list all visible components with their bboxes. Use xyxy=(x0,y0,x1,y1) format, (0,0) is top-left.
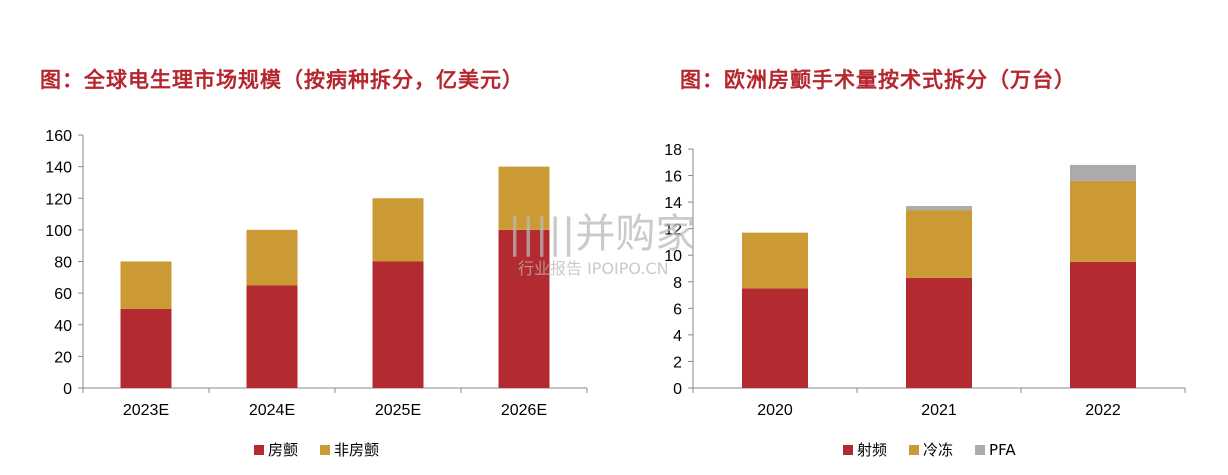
x-tick-label: 2023E xyxy=(123,402,169,419)
y-tick-label: 0 xyxy=(673,381,682,398)
bar-射频-2022 xyxy=(1070,261,1136,388)
y-tick-label: 4 xyxy=(673,328,682,345)
bar-房颤-2024E xyxy=(246,285,298,388)
y-tick-label: 100 xyxy=(45,223,72,240)
legend-swatch-冷冻 xyxy=(909,445,920,455)
x-tick-label: 2022 xyxy=(1085,402,1121,419)
bar-PFA-2021 xyxy=(906,206,972,211)
bar-非房颤-2025E xyxy=(372,198,424,262)
legend-swatch-PFA xyxy=(975,445,986,455)
legend-swatch-射频 xyxy=(843,445,853,455)
y-tick-label: 12 xyxy=(664,222,682,239)
x-tick-label: 2024E xyxy=(249,402,295,419)
x-tick-label: 2021 xyxy=(921,402,957,419)
chart-title-left: 图：全球电生理市场规模（按病种拆分，亿美元） xyxy=(40,67,524,92)
bar-射频-2020 xyxy=(742,288,808,388)
bar-冷冻-2020 xyxy=(742,232,808,289)
y-tick-label: 8 xyxy=(673,275,682,292)
chart-right: 0 2 4 6 8 10 12 14 16 18 2020 2021 2022 射频 冷冻 PFA xyxy=(664,142,1186,459)
bar-非房颤-2023E xyxy=(120,261,172,309)
bar-PFA-2022 xyxy=(1070,164,1136,181)
y-tick-label: 160 xyxy=(45,128,72,145)
legend-label-房颤: 房颤 xyxy=(268,441,298,459)
chart-left: 0 20 40 60 80 100 120 140 160 2023E 2024E 2025E 2026… xyxy=(45,128,588,459)
y-tick-label: 20 xyxy=(54,349,72,366)
y-tick-label: 2 xyxy=(673,354,682,371)
watermark: |||||并购家 行业报告 IPOIPO.CN xyxy=(508,211,695,278)
y-tick-label: 6 xyxy=(673,301,682,318)
bar-房颤-2026E xyxy=(498,229,550,388)
y-tick-label: 14 xyxy=(664,195,682,212)
y-tick-label: 60 xyxy=(54,286,72,303)
watermark-main: |||||并购家 xyxy=(508,211,695,257)
y-tick-label: 80 xyxy=(54,255,72,272)
legend-label-非房颤: 非房颤 xyxy=(334,441,379,459)
legend-swatch-房颤 xyxy=(254,445,264,455)
x-tick-label: 2020 xyxy=(757,402,793,419)
bar-房颤-2025E xyxy=(372,261,424,388)
bar-冷冻-2021 xyxy=(906,210,972,278)
y-tick-label: 0 xyxy=(63,381,72,398)
x-tick-label: 2025E xyxy=(375,402,421,419)
x-tick-label: 2026E xyxy=(501,402,547,419)
y-tick-label: 120 xyxy=(45,191,72,208)
y-tick-label: 140 xyxy=(45,160,72,177)
bar-非房颤-2024E xyxy=(246,229,298,286)
bar-非房颤-2026E xyxy=(498,166,550,230)
chart-title-right: 图：欧洲房颤手术量按术式拆分（万台） xyxy=(680,67,1076,92)
bar-房颤-2023E xyxy=(120,308,172,388)
legend-label-冷冻: 冷冻 xyxy=(923,441,953,459)
y-tick-label: 16 xyxy=(664,169,682,186)
y-tick-label: 40 xyxy=(54,318,72,335)
y-tick-label: 10 xyxy=(664,248,682,265)
watermark-sub: 行业报告 IPOIPO.CN xyxy=(518,259,669,278)
legend-label-射频: 射频 xyxy=(857,441,887,459)
bar-射频-2021 xyxy=(906,277,972,388)
bar-冷冻-2022 xyxy=(1070,180,1136,262)
legend-swatch-非房颤 xyxy=(320,445,331,455)
legend-label-PFA: PFA xyxy=(989,441,1016,459)
y-tick-label: 18 xyxy=(664,142,682,159)
